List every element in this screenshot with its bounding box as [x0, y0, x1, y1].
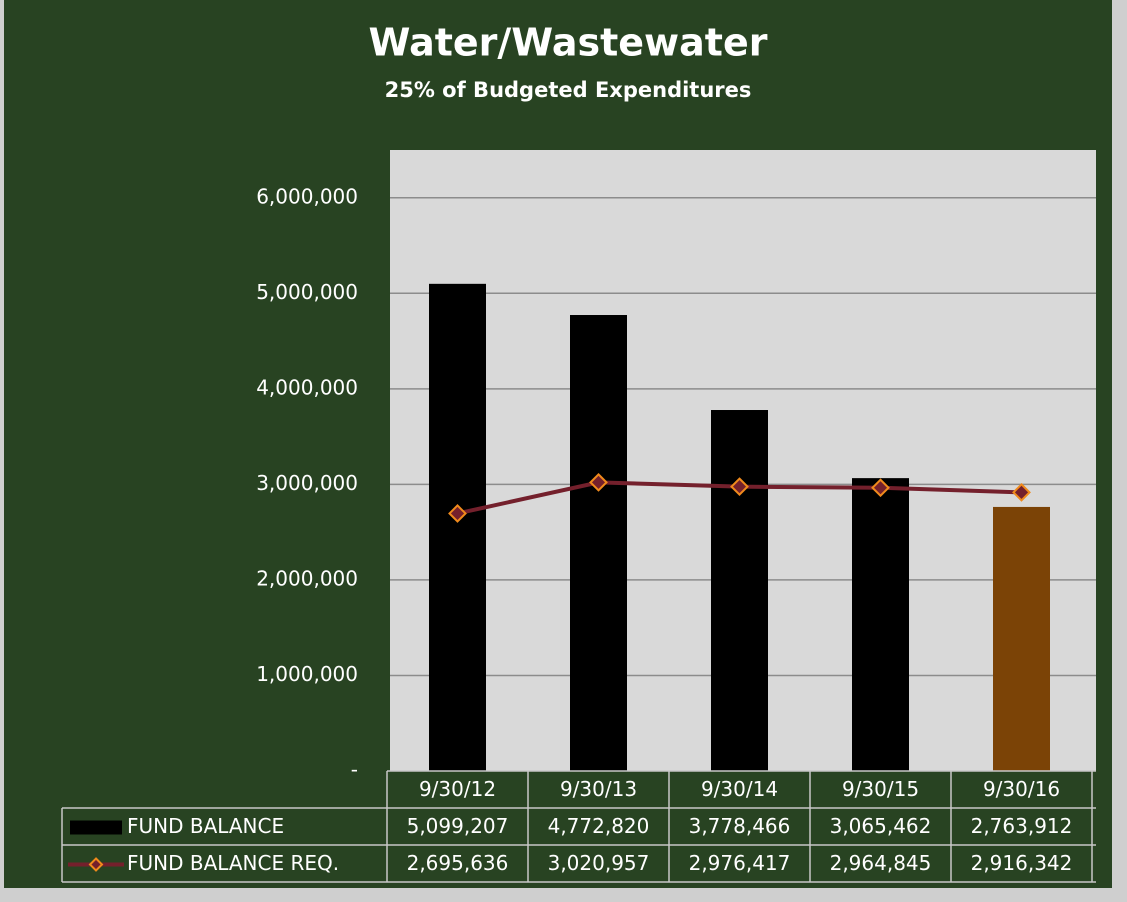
table-value: 2,964,845 [830, 851, 932, 875]
legend-label: FUND BALANCE [127, 814, 284, 838]
bar [711, 410, 768, 771]
y-tick-label: 6,000,000 [256, 184, 358, 208]
line-marker [871, 478, 890, 498]
legend-label: FUND BALANCE REQ. [127, 851, 339, 875]
table-value: 2,916,342 [971, 851, 1073, 875]
table-value: 5,099,207 [407, 814, 509, 838]
table-value: 3,778,466 [689, 814, 791, 838]
legend-marker [88, 857, 104, 872]
y-tick-label: 5,000,000 [256, 280, 358, 304]
bar [429, 283, 486, 771]
x-tick-label: 9/30/15 [842, 777, 919, 801]
y-tick-label: - [351, 758, 358, 782]
x-tick-label: 9/30/12 [419, 777, 496, 801]
table-value: 2,763,912 [971, 814, 1073, 838]
bar [570, 315, 627, 771]
x-tick-label: 9/30/14 [701, 777, 778, 801]
y-tick-label: 1,000,000 [256, 662, 358, 686]
y-tick-label: 4,000,000 [256, 375, 358, 399]
x-tick-label: 9/30/16 [983, 777, 1060, 801]
bar [852, 478, 909, 771]
table-value: 4,772,820 [548, 814, 650, 838]
line-marker [730, 477, 749, 497]
line-marker [589, 472, 608, 492]
bar [993, 506, 1050, 771]
chart-subtitle: 25% of Budgeted Expenditures [385, 78, 752, 102]
table-value: 2,695,636 [407, 851, 509, 875]
chart-title: Water/Wastewater [369, 21, 768, 65]
line-marker [448, 504, 467, 523]
table-value: 3,065,462 [830, 814, 932, 838]
legend-swatch [70, 820, 122, 835]
y-tick-label: 2,000,000 [256, 566, 358, 590]
line-marker [1012, 482, 1031, 502]
x-tick-label: 9/30/13 [560, 777, 637, 801]
y-tick-label: 3,000,000 [256, 471, 358, 495]
table-value: 3,020,957 [548, 851, 650, 875]
table-value: 2,976,417 [689, 851, 791, 875]
